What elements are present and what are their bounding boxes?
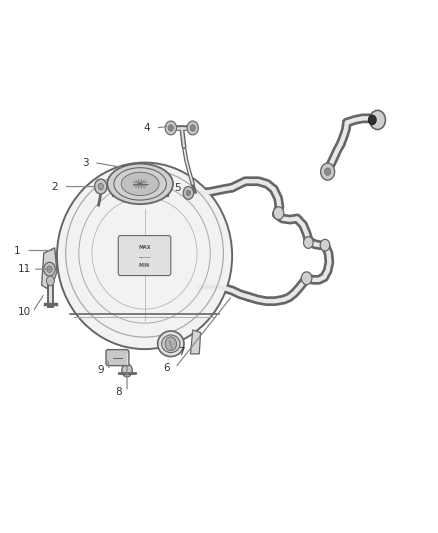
Circle shape	[183, 187, 194, 199]
Ellipse shape	[57, 163, 232, 349]
FancyBboxPatch shape	[112, 184, 168, 196]
Text: MIN: MIN	[139, 263, 150, 268]
Circle shape	[370, 110, 385, 130]
Circle shape	[46, 276, 54, 286]
Circle shape	[301, 272, 312, 285]
FancyBboxPatch shape	[106, 350, 129, 366]
Circle shape	[368, 115, 376, 125]
Circle shape	[165, 337, 177, 351]
Text: 11: 11	[18, 264, 31, 274]
Text: 4: 4	[143, 123, 150, 133]
Circle shape	[321, 163, 335, 180]
Text: MAX: MAX	[138, 245, 151, 251]
Text: 1: 1	[14, 246, 21, 255]
FancyBboxPatch shape	[118, 236, 171, 276]
Ellipse shape	[121, 172, 159, 196]
Circle shape	[273, 207, 284, 220]
Ellipse shape	[107, 164, 173, 204]
Polygon shape	[191, 330, 201, 354]
Polygon shape	[42, 248, 57, 290]
Text: 7: 7	[178, 347, 185, 357]
Circle shape	[168, 125, 173, 131]
Circle shape	[44, 262, 55, 276]
Circle shape	[325, 168, 331, 175]
Text: ─────: ─────	[138, 256, 151, 261]
Circle shape	[95, 179, 107, 194]
Text: 8: 8	[115, 387, 122, 397]
Text: 6: 6	[163, 363, 170, 373]
Circle shape	[187, 121, 198, 135]
Circle shape	[98, 183, 103, 190]
Circle shape	[190, 125, 195, 131]
Text: 2: 2	[51, 182, 58, 191]
Circle shape	[47, 266, 52, 272]
Text: 3: 3	[82, 158, 89, 167]
Circle shape	[304, 237, 313, 248]
Circle shape	[122, 364, 132, 377]
Ellipse shape	[162, 335, 180, 353]
Circle shape	[186, 190, 191, 196]
Circle shape	[320, 239, 330, 251]
Text: 5: 5	[174, 183, 181, 192]
Text: 10: 10	[18, 307, 31, 317]
Text: 9: 9	[97, 366, 104, 375]
Circle shape	[165, 121, 177, 135]
Ellipse shape	[158, 331, 184, 357]
